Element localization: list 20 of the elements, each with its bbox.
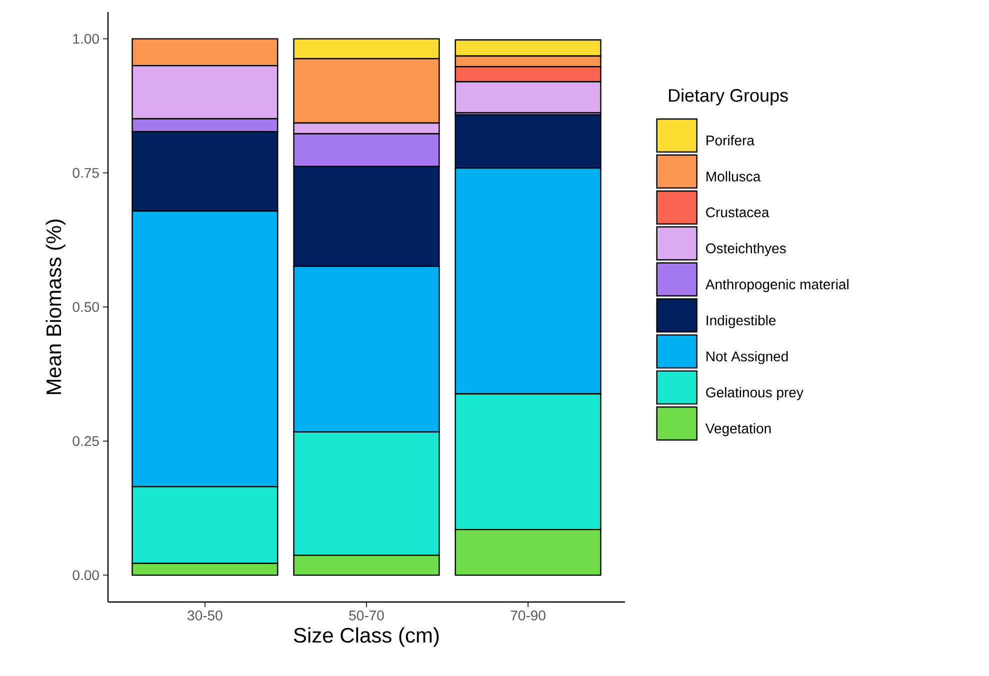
legend-label: Indigestible [706,315,776,328]
y-tick-label: 0.00 [72,570,99,580]
x-axis-title: Size Class (cm) [294,627,439,647]
legend-title: Dietary Groups [669,88,788,106]
legend-label: Gelatinous prey [706,387,804,400]
legend-label: Not Assigned [706,351,788,364]
y-tick-label: 0.75 [72,168,99,178]
legend-label: Anthropogenic material [705,279,848,292]
legend-label: Porifera [706,135,754,146]
y-tick-label: 0.50 [72,302,99,312]
legend-label: Crustacea [706,207,770,218]
x-tick-label: 30-50 [188,610,222,620]
legend-label: Osteichthyes [706,243,786,256]
x-tick-label: 70-90 [510,610,546,620]
legend-label: Vegetation [705,423,771,436]
x-tick-label: 50-70 [349,610,384,620]
y-tick-label: 1.00 [73,34,99,44]
y-axis-title: Mean Biomass (%) [46,220,66,394]
y-tick-label: 0.25 [72,436,99,446]
legend-label: Mollusca [706,171,761,182]
